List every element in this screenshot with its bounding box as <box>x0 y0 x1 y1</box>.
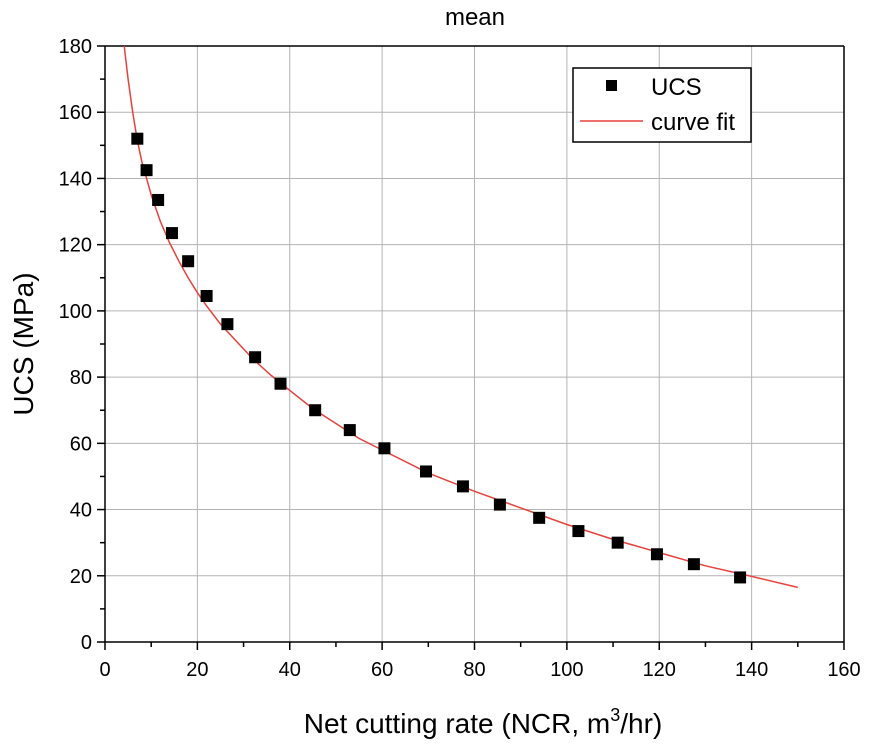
x-axis-label: Net cutting rate (NCR, m3/hr) <box>304 705 663 739</box>
ucs-data-point <box>165 227 178 240</box>
y-tick-label: 60 <box>70 433 92 455</box>
grid-lines <box>105 46 844 642</box>
ucs-data-point <box>456 480 469 493</box>
x-tick-label: 0 <box>99 659 110 681</box>
x-axis-label-tail: /hr) <box>620 708 662 739</box>
ucs-data-point <box>611 536 624 549</box>
ucs-data-point <box>182 255 195 268</box>
legend-box <box>572 67 752 143</box>
ucs-data-point <box>200 289 213 302</box>
ucs-data-point <box>274 377 287 390</box>
y-tick-label: 40 <box>70 500 92 522</box>
x-axis-label-main: Net cutting rate (NCR, m <box>304 708 611 739</box>
ucs-data-point <box>221 318 234 331</box>
y-tick-label: 160 <box>59 102 92 124</box>
ucs-data-point <box>734 571 747 584</box>
ucs-data-point <box>572 525 585 538</box>
x-tick-label: 20 <box>186 659 208 681</box>
ucs-data-point <box>249 351 262 364</box>
y-tick-label: 100 <box>59 301 92 323</box>
legend-ucs-label: UCS <box>651 74 702 101</box>
ucs-data-point <box>687 558 700 571</box>
chart-title: mean <box>445 4 505 31</box>
data-series <box>123 45 798 589</box>
ucs-data-point <box>140 164 153 177</box>
y-tick-label: 20 <box>70 566 92 588</box>
x-tick-label: 160 <box>827 659 860 681</box>
x-tick-label: 60 <box>371 659 393 681</box>
x-tick-label: 140 <box>735 659 768 681</box>
y-tick-label: 140 <box>59 168 92 190</box>
ucs-data-point <box>493 498 506 511</box>
y-tick-label: 80 <box>70 367 92 389</box>
ucs-data-point <box>152 193 165 206</box>
ucs-data-point <box>309 404 322 417</box>
ucs-data-point <box>343 424 356 437</box>
x-tick-labels: 0 20 40 60 80 100 120 140 160 <box>99 659 860 681</box>
axis-ticks <box>97 45 845 650</box>
ucs-data-point <box>420 465 433 478</box>
ucs-data-point <box>650 548 663 561</box>
x-tick-label: 40 <box>279 659 301 681</box>
legend: UCS curve fit <box>572 67 752 143</box>
x-tick-label: 100 <box>550 659 583 681</box>
y-tick-labels: 0 20 40 60 80 100 120 140 160 180 <box>59 36 92 654</box>
legend-curve-fit-label: curve fit <box>651 109 735 136</box>
y-tick-label: 180 <box>59 36 92 58</box>
ucs-data-point <box>533 511 546 524</box>
legend-ucs-marker <box>606 80 617 91</box>
ucs-data-point <box>378 442 391 455</box>
x-axis-label-superscript: 3 <box>610 705 620 725</box>
y-axis-label: UCS (MPa) <box>8 272 39 415</box>
y-tick-label: 0 <box>81 632 92 654</box>
ucs-data-point <box>131 132 144 145</box>
y-tick-label: 120 <box>59 235 92 257</box>
x-tick-label: 120 <box>643 659 676 681</box>
x-tick-label: 80 <box>463 659 485 681</box>
